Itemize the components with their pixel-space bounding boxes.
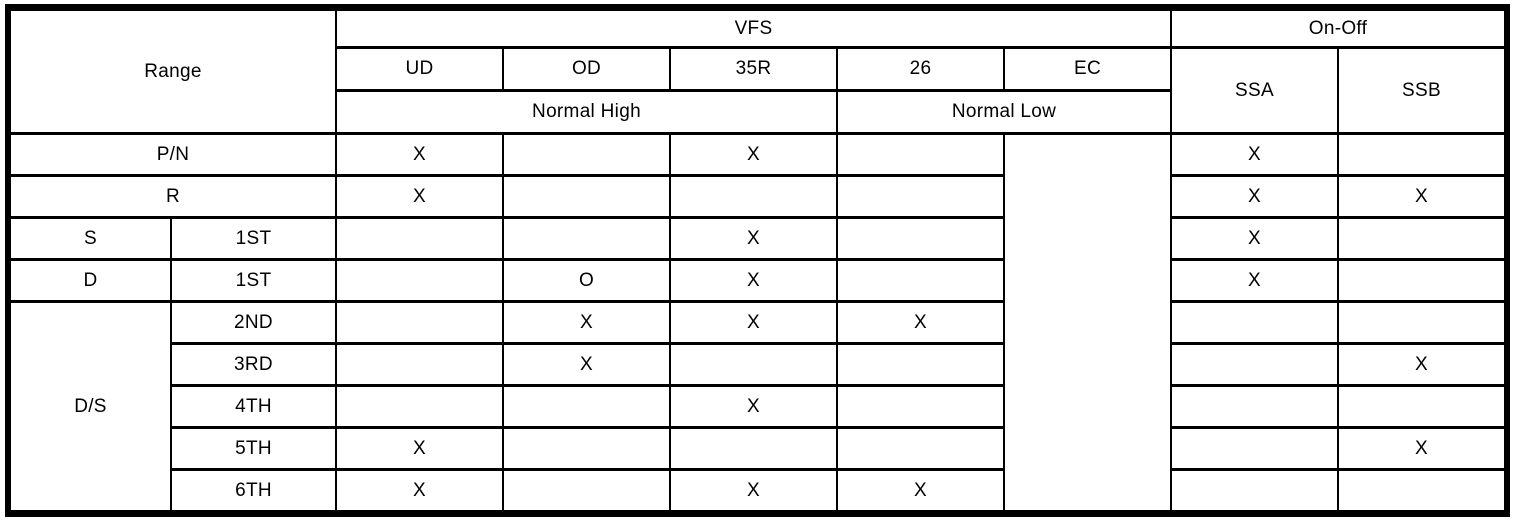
gear-cell-6th: 6TH (170, 468, 337, 513)
cell-5th-ssb: X (1337, 426, 1507, 471)
gear-cell-3rd: 3RD (170, 342, 337, 387)
cell-d1st-od: O (502, 258, 671, 303)
cell-pn-ssb (1337, 132, 1507, 177)
cell-6th-35r: X (669, 468, 838, 513)
range-cell-d: D (9, 258, 172, 303)
cell-ec-merged (1002, 132, 1173, 513)
cell-3rd-ssb: X (1337, 342, 1507, 387)
cell-2nd-ssa (1170, 300, 1340, 345)
cell-pn-26 (836, 132, 1005, 177)
cell-2nd-35r: X (669, 300, 838, 345)
gear-cell-2nd: 2ND (170, 300, 337, 345)
cell-6th-26: X (836, 468, 1005, 513)
gear-cell-d-1st: 1ST (170, 258, 337, 303)
solenoid-application-table: Range VFS On-Off UD OD 35R 26 EC SSA SSB… (5, 4, 1510, 517)
cell-d1st-ud (335, 258, 504, 303)
header-col-ssa: SSA (1170, 46, 1340, 135)
cell-3rd-35r (669, 342, 838, 387)
cell-s1st-ssa: X (1170, 216, 1340, 261)
cell-5th-od (502, 426, 671, 471)
header-normal-high: Normal High (335, 89, 838, 135)
header-normal-low: Normal Low (835, 89, 1173, 135)
cell-r-ssa: X (1170, 174, 1340, 219)
cell-d1st-ssa: X (1170, 258, 1340, 303)
header-col-ec: EC (1002, 46, 1173, 92)
cell-d1st-ssb (1337, 258, 1507, 303)
range-cell-s: S (9, 216, 172, 261)
cell-r-od (502, 174, 671, 219)
header-col-od: OD (502, 46, 671, 92)
cell-r-ssb: X (1337, 174, 1507, 219)
cell-4th-35r: X (669, 384, 838, 429)
cell-2nd-26: X (836, 300, 1005, 345)
cell-s1st-od (502, 216, 671, 261)
cell-5th-ud: X (335, 426, 504, 471)
header-range: Range (9, 8, 337, 135)
cell-4th-26 (836, 384, 1005, 429)
cell-3rd-ud (335, 342, 504, 387)
cell-pn-ud: X (335, 132, 504, 177)
header-col-ud: UD (335, 46, 504, 92)
cell-d1st-35r: X (669, 258, 838, 303)
range-cell-ds: D/S (9, 300, 172, 513)
cell-4th-od (502, 384, 671, 429)
header-col-26: 26 (836, 46, 1005, 92)
cell-3rd-od: X (502, 342, 671, 387)
cell-4th-ud (335, 384, 504, 429)
cell-6th-od (502, 468, 671, 513)
cell-5th-ssa (1170, 426, 1340, 471)
cell-6th-ssb (1337, 468, 1507, 513)
cell-s1st-ssb (1337, 216, 1507, 261)
cell-2nd-ssb (1337, 300, 1507, 345)
gear-cell-5th: 5TH (170, 426, 337, 471)
cell-6th-ssa (1170, 468, 1340, 513)
cell-3rd-ssa (1170, 342, 1340, 387)
cell-d1st-26 (836, 258, 1005, 303)
cell-6th-ud: X (335, 468, 504, 513)
header-on-off: On-Off (1170, 8, 1507, 49)
cell-r-ud: X (335, 174, 504, 219)
cell-4th-ssb (1337, 384, 1507, 429)
cell-pn-ssa: X (1170, 132, 1340, 177)
cell-r-26 (836, 174, 1005, 219)
solenoid-table: Range VFS On-Off UD OD 35R 26 EC SSA SSB… (9, 8, 1507, 513)
cell-s1st-ud (335, 216, 504, 261)
cell-3rd-26 (836, 342, 1005, 387)
cell-5th-26 (836, 426, 1005, 471)
cell-pn-od (502, 132, 671, 177)
cell-r-35r (669, 174, 838, 219)
cell-2nd-ud (335, 300, 504, 345)
cell-pn-35r: X (669, 132, 838, 177)
gear-cell-s-1st: 1ST (170, 216, 337, 261)
header-col-35r: 35R (669, 46, 838, 92)
cell-s1st-26 (836, 216, 1005, 261)
range-cell-pn: P/N (9, 132, 337, 177)
cell-2nd-od: X (502, 300, 671, 345)
cell-5th-35r (669, 426, 838, 471)
gear-cell-4th: 4TH (170, 384, 337, 429)
range-cell-r: R (9, 174, 337, 219)
cell-s1st-35r: X (669, 216, 838, 261)
cell-4th-ssa (1170, 384, 1340, 429)
header-col-ssb: SSB (1337, 46, 1507, 135)
header-vfs: VFS (334, 8, 1173, 49)
